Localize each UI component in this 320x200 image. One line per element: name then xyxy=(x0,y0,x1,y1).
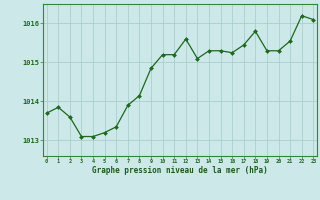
X-axis label: Graphe pression niveau de la mer (hPa): Graphe pression niveau de la mer (hPa) xyxy=(92,166,268,175)
